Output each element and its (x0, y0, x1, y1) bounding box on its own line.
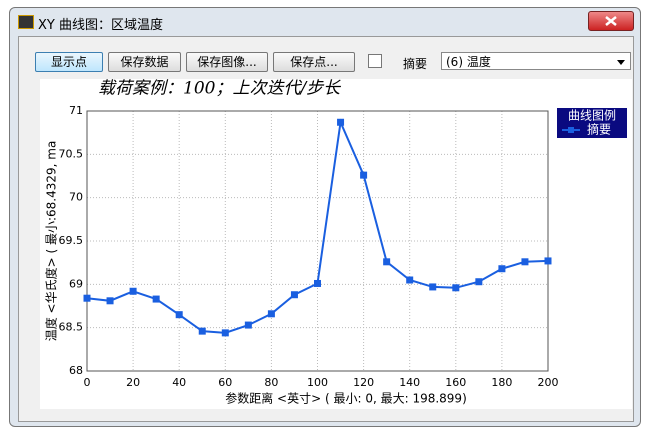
title-bar: XY 曲线图：区域温度 (10, 8, 640, 36)
data-point (360, 171, 368, 179)
x-tick-label: 200 (538, 376, 559, 389)
y-tick-label: 68 (69, 364, 83, 377)
data-point (383, 258, 391, 266)
data-point (152, 295, 160, 303)
data-point (337, 118, 345, 126)
dropdown-arrow (617, 60, 625, 65)
data-point (498, 265, 506, 273)
legend-label: 摘要 (587, 122, 611, 137)
y-tick-label: 69.5 (59, 234, 84, 247)
data-point (129, 287, 137, 295)
data-point (429, 283, 437, 291)
close-button[interactable] (588, 11, 634, 31)
client-area: 显示点 保存数据 保存图像... 保存点... 摘要 (6) 温度 载荷案例：1… (18, 36, 634, 422)
y-tick-label: 68.5 (59, 321, 84, 334)
data-point (544, 257, 552, 265)
dropdown-label: 摘要 (403, 57, 428, 71)
chart-title: 载荷案例：100；上次迭代/步长 (98, 79, 341, 99)
legend-title: 曲线图例 (568, 109, 616, 123)
button[interactable]: 显示点 (35, 52, 103, 72)
data-point (314, 279, 321, 287)
data-point (521, 258, 529, 266)
data-point (244, 321, 252, 329)
checkbox[interactable] (368, 54, 382, 68)
x-tick-label: 100 (307, 376, 328, 389)
x-tick-label: 20 (126, 376, 140, 389)
y-tick-label: 69 (69, 277, 83, 290)
dropdown[interactable]: (6) 温度 (441, 52, 631, 70)
data-point (290, 291, 298, 299)
data-point (267, 310, 275, 318)
x-tick-label: 0 (84, 376, 91, 389)
button[interactable]: 保存图像... (186, 52, 268, 72)
x-tick-label: 180 (491, 376, 512, 389)
legend-marker (568, 127, 574, 133)
y-axis-label: 温度 <华氏度> ( 最小:68.4329, ma (44, 141, 59, 342)
app-icon (18, 15, 34, 29)
x-tick-label: 120 (353, 376, 374, 389)
x-tick-label: 160 (445, 376, 466, 389)
data-point (198, 327, 206, 335)
y-tick-label: 70 (69, 191, 83, 204)
chart: 载荷案例：100；上次迭代/步长 温度 <华氏度> ( 最小:68.4329, … (40, 79, 632, 409)
data-point (406, 276, 414, 284)
window-title: XY 曲线图：区域温度 (38, 18, 163, 33)
data-point (83, 294, 91, 302)
x-axis-label: 参数距离 <英寸> ( 最小: 0, 最大: 198.899) (225, 391, 467, 406)
x-tick-label: 140 (399, 376, 420, 389)
chart-background (40, 79, 632, 409)
button[interactable]: 保存数据 (108, 52, 181, 72)
x-tick-label: 60 (218, 376, 232, 389)
y-tick-label: 71 (69, 104, 83, 117)
x-tick-label: 80 (264, 376, 278, 389)
plot-frame (86, 110, 549, 372)
data-point (175, 311, 183, 319)
data-point (475, 278, 483, 286)
y-tick-label: 70.5 (59, 147, 84, 160)
dropdown-value: (6) 温度 (446, 55, 491, 69)
data-point (221, 329, 229, 337)
window: XY 曲线图：区域温度 显示点 保存数据 保存图像... 保存点... 摘要 (… (9, 7, 641, 427)
x-tick-label: 40 (172, 376, 186, 389)
data-point (452, 284, 460, 292)
data-point (106, 297, 114, 305)
button[interactable]: 保存点... (273, 52, 355, 72)
